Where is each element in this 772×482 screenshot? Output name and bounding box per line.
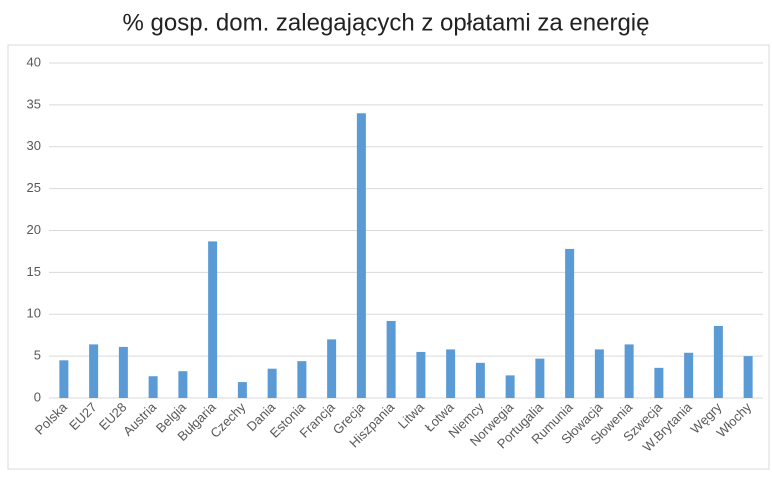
y-tick-label: 15 xyxy=(27,264,41,279)
bar xyxy=(416,351,426,398)
y-tick-label: 35 xyxy=(27,96,41,111)
bar xyxy=(208,241,218,398)
y-tick-label: 20 xyxy=(27,222,41,237)
y-tick-label: 30 xyxy=(27,138,41,153)
bar xyxy=(654,367,664,398)
bar xyxy=(267,368,277,398)
x-tick-label: Polska xyxy=(32,399,71,438)
bar xyxy=(743,356,753,398)
bar xyxy=(178,371,188,398)
bar xyxy=(505,375,515,398)
bar xyxy=(327,339,337,398)
x-tick-label: Litwa xyxy=(395,399,428,432)
bar xyxy=(535,358,545,398)
bar xyxy=(386,320,396,398)
bar xyxy=(297,361,307,398)
bar xyxy=(624,344,634,398)
bar xyxy=(89,344,99,398)
bar xyxy=(684,352,694,398)
chart-title: % gosp. dom. zalegających z opłatami za … xyxy=(123,9,650,36)
y-tick-label: 10 xyxy=(27,306,41,321)
bar xyxy=(446,349,456,398)
chart-border xyxy=(7,44,770,470)
y-tick-label: 0 xyxy=(34,389,41,404)
bar xyxy=(594,349,604,398)
bar xyxy=(356,113,366,398)
y-tick-label: 40 xyxy=(27,54,41,69)
bar xyxy=(475,362,485,398)
bar xyxy=(713,325,723,398)
bar xyxy=(148,376,158,398)
y-tick-label: 5 xyxy=(34,348,41,363)
bar xyxy=(565,248,575,398)
bar xyxy=(59,360,69,398)
x-tick-label: EU27 xyxy=(66,400,100,434)
bar xyxy=(237,382,247,398)
x-tick-label: Austria xyxy=(120,399,160,439)
bar xyxy=(118,346,128,398)
y-tick-label: 25 xyxy=(27,180,41,195)
